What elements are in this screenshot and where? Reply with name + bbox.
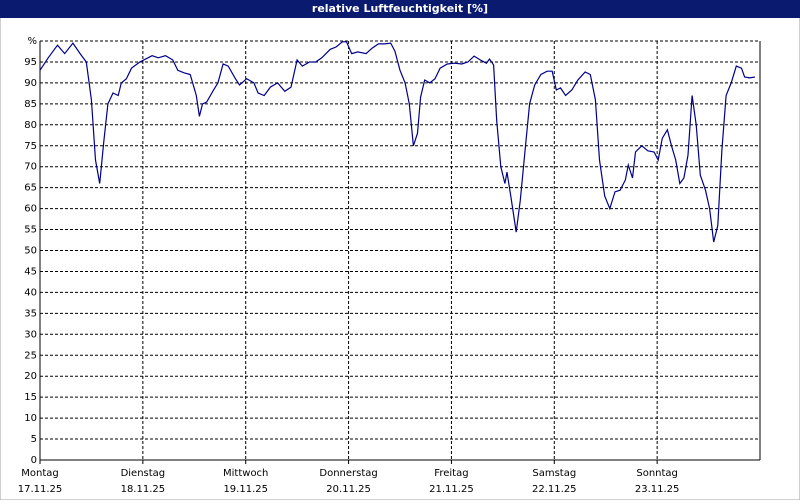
y-tick-label: 85 [24,99,37,110]
x-tick-label: Mittwoch [223,468,268,479]
x-tick-label: Sonntag [636,468,678,479]
x-tick-label: Dienstag [121,468,166,479]
y-tick-label: 60 [24,204,37,215]
y-tick-label: 95 [24,57,37,68]
x-tick-date: 22.11.25 [532,484,577,495]
y-tick-label: 55 [24,225,37,236]
x-tick-date: 21.11.25 [429,484,474,495]
y-tick-label: 10 [24,413,37,424]
y-tick-label: 65 [24,183,37,194]
y-tick-label: 15 [24,392,37,403]
y-tick-label: 50 [24,246,37,257]
x-tick-date: 17.11.25 [18,484,63,495]
x-tick-date: 20.11.25 [326,484,371,495]
x-tick-date: 18.11.25 [121,484,166,495]
x-tick-label: Donnerstag [319,468,377,479]
y-tick-label: 0 [31,455,37,466]
chart-title: relative Luftfeuchtigkeit [%] [312,2,488,15]
y-tick-label: 25 [24,350,37,361]
y-tick-label: % [27,36,37,47]
y-tick-label: 80 [24,120,37,131]
y-tick-label: 70 [24,162,37,173]
data-line [39,41,756,243]
x-tick-label: Samstag [532,468,576,479]
title-bar [0,0,800,18]
y-tick-label: 35 [24,308,37,319]
y-tick-label: 90 [24,78,37,89]
x-tick-label: Montag [21,468,58,479]
y-tick-label: 30 [24,329,37,340]
x-tick-date: 23.11.25 [635,484,680,495]
y-tick-label: 5 [31,434,37,445]
x-tick-date: 19.11.25 [223,484,268,495]
y-tick-label: 45 [24,266,37,277]
plot-area: 0 5 10 15 20 25 30 35 40 45 50 55 60 65 70 75 80 85 90 95% M… [18,36,761,495]
y-tick-label: 20 [24,371,37,382]
x-tick-label: Freitag [434,468,468,479]
y-tick-label: 40 [24,287,37,298]
y-tick-label: 75 [24,141,37,152]
